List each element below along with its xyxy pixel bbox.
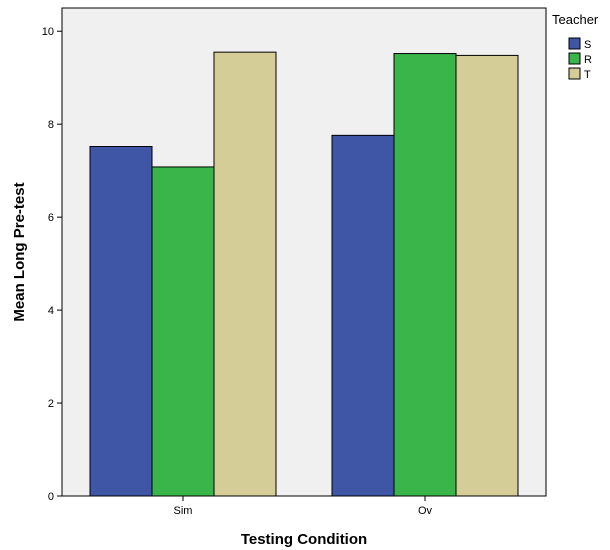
bar-ov-t [455,54,519,497]
bar-sim-r [151,166,215,497]
legend-swatch-s [568,37,581,50]
legend-swatch-t [568,67,581,80]
y-tick-label: 4 [48,305,54,317]
legend: Teacher SRT [552,12,599,81]
bar-ov-s [331,134,395,497]
x-ticks-group: Sim Ov [174,496,433,517]
y-tick-label: 8 [48,119,54,131]
y-tick-label: 0 [48,491,54,503]
legend-swatch-r [568,52,581,65]
y-tick-label: 6 [48,212,54,224]
y-axis-title: Mean Long Pre-test [11,182,28,321]
x-tick-label: Ov [418,505,433,517]
bar-ov-r [393,53,457,497]
x-tick-label: Sim [174,505,193,517]
y-ticks-group: 0 2 4 6 8 10 [42,26,62,503]
legend-label-s: S [584,39,591,51]
bar-sim-t [213,51,277,497]
bars-group [89,51,519,497]
x-axis-title: Testing Condition [241,531,367,548]
legend-label-r: R [584,54,592,66]
y-tick-label: 10 [42,26,54,38]
bar-sim-s [89,145,153,497]
legend-title: Teacher [552,12,599,27]
y-tick-label: 2 [48,398,54,410]
legend-label-t: T [584,69,591,81]
